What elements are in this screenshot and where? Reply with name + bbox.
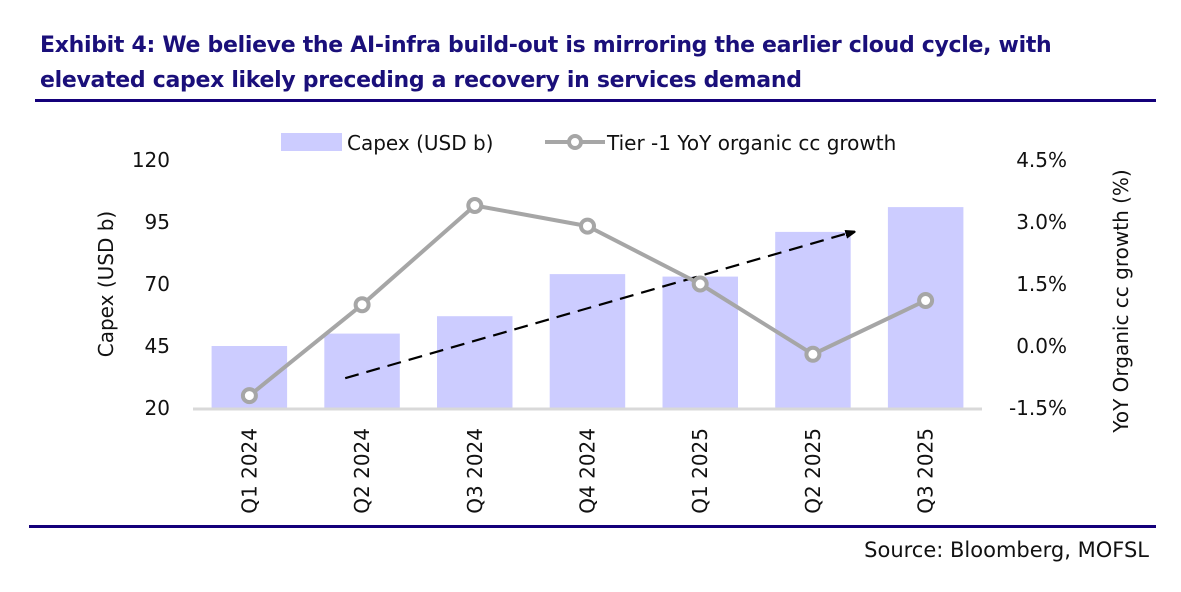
bars-layer (211, 207, 964, 408)
growth-point-3 (579, 217, 596, 235)
growth-point-5 (804, 345, 822, 363)
growth-point-2 (466, 197, 484, 214)
y-right-tick-label: 4.5% (1016, 148, 1067, 172)
growth-point-4 (691, 275, 709, 293)
chart-title: Exhibit 4: We believe the AI-infra build… (40, 33, 1052, 93)
bar-capex-1 (324, 333, 400, 408)
y-left-tick-label: 70 (145, 272, 170, 296)
footer-divider (29, 525, 1156, 528)
y-right-tick-label: 3.0% (1016, 210, 1067, 234)
y-left-tick-label: 20 (145, 396, 170, 420)
x-tick-label: Q3 2024 (463, 428, 487, 514)
y-right-tick-label: 1.5% (1016, 272, 1067, 296)
y-left-tick-label: 95 (145, 210, 170, 234)
y-left-axis-label: Capex (USD b) (94, 211, 118, 357)
x-tick-label: Q2 2024 (350, 428, 374, 514)
growth-point-1 (353, 296, 371, 314)
y-left-tick-label: 120 (132, 148, 170, 172)
ticks-layer: 20 45 70 95 120 -1.5% 0.0% 1.5% 3.0% 4.5% Q1 2024 Q… (132, 148, 1067, 514)
source-note: Source: Bloomberg, MOFSL (864, 538, 1149, 562)
legend-swatch-capex (281, 133, 342, 151)
legend-label-growth: Tier -1 YoY organic cc growth (606, 131, 896, 155)
bar-capex-2 (437, 316, 513, 408)
y-right-axis-label: YoY Organic cc growth (%) (1109, 169, 1133, 433)
x-tick-label: Q1 2025 (688, 428, 712, 514)
x-tick-label: Q3 2025 (914, 428, 938, 514)
bar-capex-5 (775, 231, 851, 408)
x-tick-label: Q4 2024 (576, 428, 600, 514)
y-right-tick-label: 0.0% (1016, 334, 1067, 358)
legend-label-capex: Capex (USD b) (347, 131, 493, 155)
y-left-tick-label: 45 (145, 334, 170, 358)
growth-point-6 (917, 292, 935, 309)
title-divider (35, 99, 1156, 102)
x-tick-label: Q2 2025 (801, 428, 825, 514)
x-tick-label: Q1 2024 (237, 428, 261, 514)
line-layer (240, 197, 935, 405)
growth-point-0 (240, 387, 258, 405)
bar-capex-4 (662, 276, 738, 408)
legend-swatch-growth-marker (567, 134, 583, 150)
bar-capex-3 (549, 274, 626, 408)
y-right-tick-label: -1.5% (1009, 396, 1067, 420)
legend: Capex (USD b) Tier -1 YoY organic cc gro… (281, 131, 896, 155)
